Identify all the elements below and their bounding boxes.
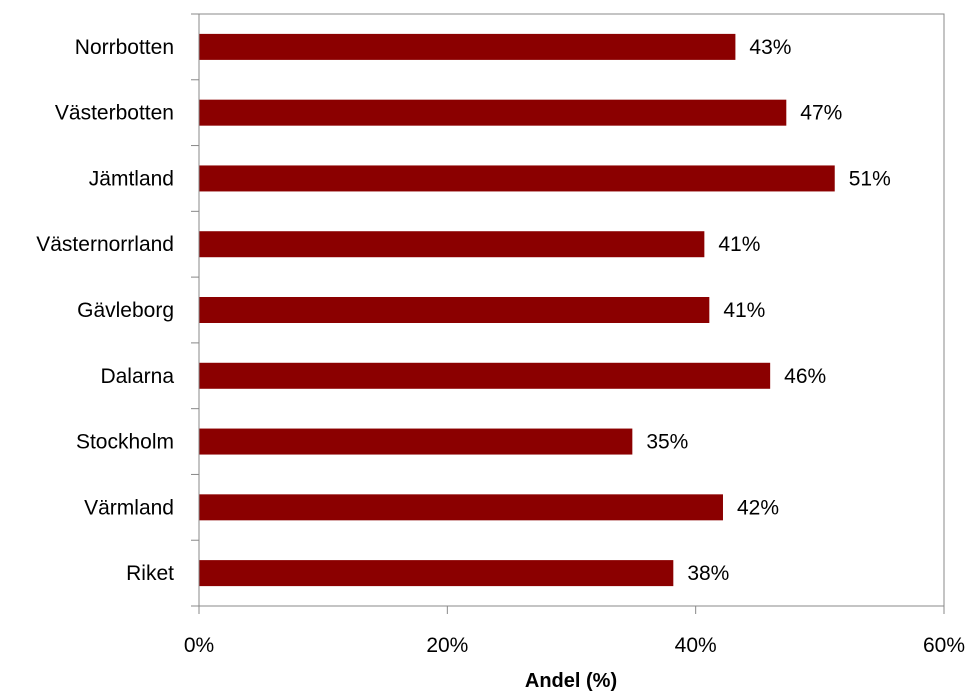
category-label: Stockholm [76, 431, 174, 454]
bar [199, 297, 710, 323]
value-label: 46% [784, 365, 826, 388]
value-label: 35% [646, 431, 688, 454]
bar [199, 99, 787, 126]
category-label: Västerbotten [55, 102, 174, 125]
value-label: 51% [849, 167, 891, 190]
bar [199, 231, 705, 258]
bar [199, 428, 633, 455]
value-label: 41% [718, 233, 760, 256]
x-tick-label: 60% [923, 634, 965, 657]
bars-layer [199, 33, 835, 587]
category-label: Riket [126, 562, 174, 585]
category-label: Västernorrland [36, 233, 174, 256]
x-tick-label: 0% [184, 634, 214, 657]
category-label: Dalarna [100, 365, 174, 388]
value-label: 38% [687, 562, 729, 585]
bar [199, 560, 674, 587]
value-label: 42% [737, 496, 779, 519]
axis-layer: 0% 20% 40% 60% [184, 13, 965, 657]
value-label: 43% [749, 36, 791, 59]
labels-layer: Norrbotten 43% Västerbotten 47% Jämtland 51% V… [36, 36, 891, 585]
value-label: 47% [800, 102, 842, 125]
x-tick-label: 40% [675, 634, 717, 657]
category-label: Gävleborg [77, 299, 174, 322]
bar [199, 362, 771, 389]
value-label: 41% [723, 299, 765, 322]
bar [199, 165, 835, 192]
x-axis-title: Andel (%) [525, 670, 617, 692]
x-tick-label: 20% [426, 634, 468, 657]
bar [199, 33, 736, 60]
category-label: Jämtland [89, 167, 174, 190]
category-label: Värmland [84, 496, 174, 519]
category-label: Norrbotten [75, 36, 174, 59]
bar [199, 494, 723, 521]
